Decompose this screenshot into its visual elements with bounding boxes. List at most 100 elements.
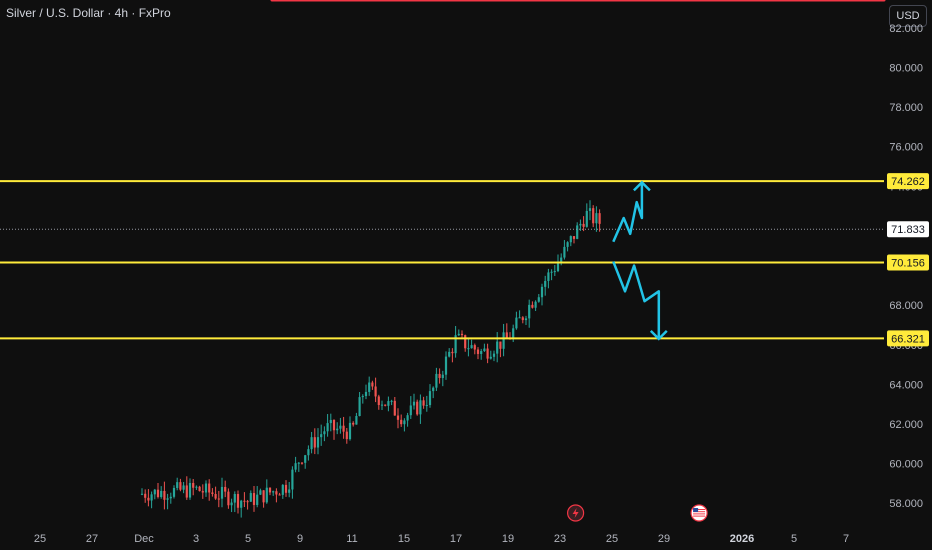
candle-body [499, 341, 502, 349]
candle-body [342, 425, 345, 432]
candle-body [576, 225, 579, 239]
candle-body [182, 485, 185, 490]
candle-body [329, 419, 332, 424]
candle-body [492, 353, 496, 357]
x-tick-label: 19 [502, 533, 514, 545]
flag-stripe [693, 511, 706, 513]
price-label-box [887, 221, 929, 238]
chart-title: Silver / U.S. Dollar · 4h · FxPro [6, 6, 171, 20]
up-projection-arrow [612, 182, 644, 243]
candle-body [316, 437, 320, 448]
candle-body [563, 246, 566, 258]
candle-body [406, 415, 409, 421]
candle-body [384, 404, 387, 406]
candle-body [396, 415, 400, 420]
candle-body [198, 486, 201, 492]
y-tick-label: 60.000 [889, 459, 923, 471]
candle-body [476, 349, 480, 354]
price-label-box [887, 330, 929, 347]
candle-body [368, 382, 371, 392]
candle-body [412, 401, 416, 406]
candle-body [140, 493, 144, 495]
price-label: 66.321 [891, 333, 925, 345]
candle-body [416, 401, 419, 415]
candle-body [393, 400, 396, 416]
candle-body [585, 210, 588, 227]
candle-body [281, 484, 284, 495]
candle-body [192, 482, 195, 488]
y-tick-label: 82.000 [889, 23, 923, 35]
x-tick-label: 11 [346, 533, 357, 545]
candle-body [566, 242, 569, 247]
flag-stripe [693, 509, 706, 510]
candle-body [144, 493, 147, 498]
x-tick-label: 7 [843, 533, 849, 545]
candle-body [512, 328, 515, 340]
candle-body [467, 348, 470, 350]
candle-body [179, 482, 182, 490]
candle-body [240, 500, 243, 508]
candle-body [166, 498, 169, 500]
candle-body [262, 490, 265, 503]
candle-body [588, 208, 592, 211]
candle-body [336, 428, 339, 431]
candle-body [454, 335, 457, 354]
us-flag-icon [690, 504, 708, 522]
candle-body [528, 304, 531, 319]
candles-group [140, 200, 601, 518]
candle-body [256, 494, 259, 505]
candle-body [582, 223, 585, 227]
candle-body [326, 423, 329, 432]
candle-body [483, 348, 486, 352]
candle-body [236, 494, 240, 508]
candle-body [409, 405, 412, 416]
candle-body [598, 213, 601, 224]
flag-canton [693, 508, 699, 512]
candle-body [294, 463, 297, 470]
candle-body [457, 333, 460, 336]
candle-body [307, 449, 310, 456]
candle-body [470, 345, 473, 349]
down-projection-arrow [612, 261, 661, 339]
candle-body [537, 297, 540, 302]
candle-body [275, 491, 278, 495]
candle-body [310, 437, 313, 450]
candle-body [473, 345, 476, 350]
candle-body [505, 332, 508, 339]
candle-body [358, 397, 361, 417]
candle-body [572, 236, 576, 239]
candle-body [176, 482, 179, 488]
candle-body [169, 496, 172, 499]
candle-body [211, 492, 214, 494]
candle-body [345, 431, 348, 440]
candle-body [185, 485, 188, 498]
candle-body [524, 318, 528, 321]
y-tick-label: 78.000 [889, 102, 923, 114]
candle-body [355, 416, 358, 425]
candle-body [435, 373, 438, 388]
currency-button[interactable]: USD [889, 5, 927, 27]
y-tick-label: 58.000 [889, 498, 923, 510]
price-labels-group: 74.262 71.833 70.156 66.321 [887, 173, 929, 347]
candle-body [214, 493, 217, 499]
candle-body [246, 501, 249, 503]
candle-body [534, 301, 537, 308]
candle-body [272, 491, 275, 493]
candle-body [486, 348, 489, 359]
arrows-group [612, 180, 668, 341]
candle-body [547, 272, 550, 281]
candle-body [361, 396, 364, 398]
candle-body [259, 490, 262, 495]
down-arrowhead [649, 329, 668, 341]
x-tick-label: 15 [398, 533, 410, 545]
candle-body [432, 387, 435, 392]
candle-body [460, 333, 464, 336]
candle-body [496, 341, 499, 354]
candle-body [489, 356, 492, 359]
candle-body [579, 223, 582, 226]
candle-body [444, 356, 448, 375]
x-tick-label: 3 [193, 533, 199, 545]
candle-body [592, 208, 595, 224]
up-arrowhead [633, 180, 651, 192]
